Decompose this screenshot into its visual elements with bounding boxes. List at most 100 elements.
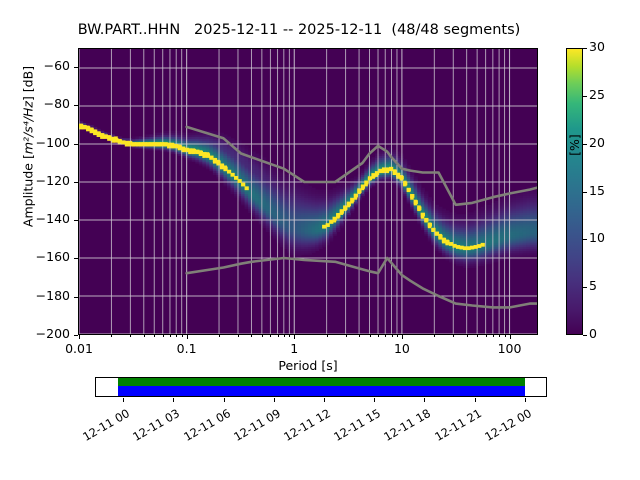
timeline-tick-label: 12-11 09 <box>230 406 283 444</box>
x-tick-mark <box>186 335 188 339</box>
y-tick-label: −60 <box>43 58 70 74</box>
y-tick-mark <box>74 143 78 145</box>
x-tick-mark <box>162 335 164 337</box>
colorbar-tick-label: 5 <box>589 278 597 294</box>
x-tick-mark <box>434 335 436 337</box>
y-tick-mark <box>74 67 78 69</box>
x-tick-mark <box>143 335 145 337</box>
y-tick-label: −140 <box>35 211 70 227</box>
x-tick-mark <box>453 335 455 337</box>
x-tick-mark <box>369 335 371 337</box>
colorbar-tick-label: 15 <box>589 182 605 198</box>
colorbar <box>566 48 583 335</box>
x-tick-label: 10 <box>393 341 410 356</box>
timeline-tick-mark <box>374 398 376 402</box>
timeline-tick-mark <box>524 398 526 402</box>
y-tick-label: −180 <box>35 287 70 303</box>
timeline-tick-label: 12-11 15 <box>331 406 384 444</box>
x-tick-mark <box>477 335 479 337</box>
x-tick-mark <box>130 335 132 337</box>
colorbar-label: [%] <box>567 134 582 156</box>
x-tick-mark <box>391 335 393 337</box>
colorbar-tick-mark <box>583 95 587 97</box>
colorbar-tick-mark <box>583 191 587 193</box>
colorbar-tick-label: 20 <box>589 134 605 150</box>
timeline-tick-mark <box>273 398 275 402</box>
timeline-tick-label: 12-11 00 <box>80 406 133 444</box>
x-tick-mark <box>170 335 171 337</box>
colorbar-tick-mark <box>583 335 587 336</box>
colorbar-tick-label: 30 <box>589 39 605 54</box>
y-tick-label: −160 <box>35 249 70 265</box>
timeline-tick-label: 12-11 18 <box>381 406 434 444</box>
y-tick-label: −100 <box>35 134 70 150</box>
y-tick-label: −200 <box>35 326 70 341</box>
timeline-tick-mark <box>173 398 175 402</box>
x-tick-mark <box>277 335 279 337</box>
x-tick-label: 100 <box>497 341 522 356</box>
y-tick-mark <box>74 220 78 222</box>
x-tick-mark <box>504 335 506 337</box>
colorbar-tick-mark <box>583 143 587 145</box>
x-tick-mark <box>270 335 272 337</box>
noise-model-nhnm <box>185 125 537 207</box>
timeline-segment-green <box>118 378 525 386</box>
y-tick-mark <box>74 258 78 260</box>
x-tick-mark <box>181 335 183 337</box>
y-tick-label: −80 <box>43 96 70 112</box>
colorbar-tick-mark <box>583 48 587 49</box>
timeline-tick-label: 12-11 21 <box>431 406 484 444</box>
x-tick-mark <box>485 335 487 337</box>
colorbar-tick-label: 0 <box>589 326 597 341</box>
y-tick-mark <box>74 181 78 183</box>
x-tick-mark <box>79 335 80 339</box>
colorbar-tick-label: 10 <box>589 230 605 246</box>
x-tick-mark <box>326 335 328 337</box>
colorbar-tick-mark <box>583 287 587 289</box>
x-tick-label: 1 <box>290 341 299 356</box>
x-tick-mark <box>251 335 253 337</box>
x-tick-mark <box>397 335 398 337</box>
y-tick-mark <box>74 335 78 336</box>
timeline-segment-blue <box>118 386 525 396</box>
x-tick-mark <box>401 335 403 339</box>
x-tick-mark <box>492 335 494 337</box>
x-tick-label: 0.1 <box>176 341 197 356</box>
ppsd-density-cloud <box>79 121 537 269</box>
x-tick-mark <box>385 335 387 337</box>
x-tick-mark <box>289 335 291 337</box>
timeline-tick-mark <box>123 398 125 402</box>
x-tick-mark <box>378 335 379 337</box>
timeline-tick-label: 12-11 12 <box>281 406 333 444</box>
x-tick-label: 0.01 <box>65 341 93 356</box>
timeline-tick-mark <box>424 398 426 402</box>
x-tick-mark <box>261 335 263 337</box>
x-tick-mark <box>219 335 220 337</box>
x-tick-mark <box>359 335 361 337</box>
timeline-tick-label: 12-11 06 <box>180 406 233 444</box>
x-axis-label: Period [s] <box>278 358 338 373</box>
timeline-tick-mark <box>474 398 476 402</box>
colorbar-tick-mark <box>583 239 587 241</box>
y-tick-mark <box>74 296 78 298</box>
timeline-tick-label: 12-12 00 <box>482 406 534 444</box>
noise-model-nlnm <box>185 256 537 309</box>
timeline-tick-label: 12-11 03 <box>130 406 183 444</box>
x-tick-mark <box>154 335 156 337</box>
y-tick-mark <box>74 105 78 107</box>
x-tick-mark <box>283 335 285 337</box>
x-tick-mark <box>294 335 296 339</box>
y-tick-label: −120 <box>35 172 70 188</box>
page-title: BW.PART..HHN 2025-12-11 -- 2025-12-11 (4… <box>77 22 521 38</box>
timeline-coverage-bar[interactable] <box>95 377 547 397</box>
x-tick-mark <box>345 335 347 337</box>
x-tick-mark <box>238 335 239 337</box>
x-tick-mark <box>111 335 113 337</box>
x-tick-mark <box>509 335 511 339</box>
x-tick-mark <box>176 335 178 337</box>
plot-gridlines <box>79 49 537 334</box>
timeline-tick-mark <box>324 398 325 402</box>
colorbar-tick-label: 25 <box>589 86 605 102</box>
ppsd-axes <box>78 48 538 335</box>
